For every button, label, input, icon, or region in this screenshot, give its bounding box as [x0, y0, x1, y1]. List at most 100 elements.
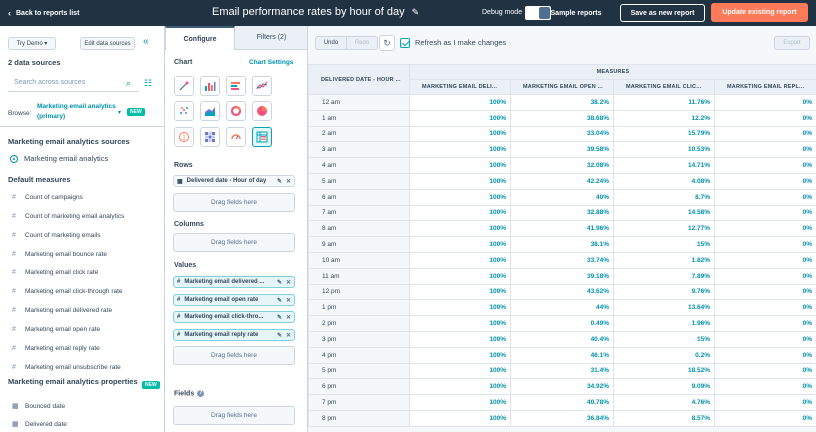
value-cell[interactable]: 100%	[409, 236, 511, 253]
donut-chart-icon[interactable]	[226, 101, 246, 121]
value-cell[interactable]: 1.96%	[613, 315, 715, 332]
value-cell[interactable]: 100%	[409, 299, 511, 317]
value-cell[interactable]: 38.2%	[510, 94, 614, 111]
value-cell[interactable]: 1.82%	[613, 251, 715, 269]
values-field-chip[interactable]: # Marketing email delivered ... ✎ ✕	[173, 276, 295, 288]
value-cell[interactable]: 34.92%	[510, 378, 614, 396]
magic-wand-chart-icon[interactable]	[174, 76, 194, 96]
measure-item[interactable]: # Marketing email unsubscribe rate	[12, 364, 121, 371]
columns-drop-zone[interactable]: Drag fields here	[173, 233, 295, 252]
value-cell[interactable]: 7.89%	[613, 267, 715, 285]
column-header[interactable]: MARKETING EMAIL REPL...	[713, 79, 816, 95]
value-cell[interactable]: 0%	[713, 188, 816, 206]
report-title[interactable]: Email performance rates by hour of day	[212, 6, 405, 18]
measure-item[interactable]: # Count of marketing emails	[12, 232, 101, 239]
value-cell[interactable]: 0%	[713, 346, 816, 364]
save-as-new-button[interactable]: Save as new report	[620, 4, 705, 22]
value-cell[interactable]: 0%	[713, 94, 816, 111]
value-cell[interactable]: 0%	[713, 330, 816, 348]
value-cell[interactable]: 36.84%	[510, 409, 614, 427]
collapse-panel-icon[interactable]: «	[143, 36, 149, 47]
value-cell[interactable]: 100%	[409, 283, 511, 301]
area-chart-icon[interactable]	[200, 101, 220, 121]
source-radio-item[interactable]: Marketing email analytics	[10, 154, 108, 163]
value-cell[interactable]: 11.76%	[613, 94, 715, 111]
value-cell[interactable]: 8.7%	[613, 188, 715, 206]
filter-settings-icon[interactable]: ☷	[144, 78, 153, 88]
value-cell[interactable]: 39.58%	[510, 141, 614, 159]
table-chart-icon[interactable]	[252, 127, 272, 147]
value-cell[interactable]: 100%	[409, 141, 511, 159]
property-item[interactable]: ▦ Delivered date	[12, 420, 67, 429]
value-cell[interactable]: 8.57%	[613, 409, 715, 427]
value-cell[interactable]: 100%	[409, 409, 511, 427]
value-cell[interactable]: 12.77%	[613, 220, 715, 238]
kpi-chart-icon[interactable]: 1	[174, 127, 194, 147]
value-cell[interactable]: 100%	[409, 267, 511, 285]
property-item[interactable]: ▦ Bounced date	[12, 402, 65, 411]
value-cell[interactable]: 100%	[409, 220, 511, 238]
value-cell[interactable]: 13.64%	[613, 299, 715, 317]
values-drop-zone[interactable]: Drag fields here	[173, 346, 295, 365]
value-cell[interactable]: 0%	[713, 125, 816, 143]
value-cell[interactable]: 14.58%	[613, 204, 715, 222]
measure-item[interactable]: # Count of marketing email analytics	[12, 213, 124, 220]
values-field-chip[interactable]: # Marketing email open rate ✎ ✕	[173, 294, 295, 306]
row-header[interactable]: DELIVERED DATE - HOUR ...	[308, 64, 410, 95]
close-icon[interactable]: ✕	[285, 332, 291, 339]
help-icon[interactable]: ?	[197, 390, 205, 397]
value-cell[interactable]: 0%	[713, 172, 816, 190]
value-cell[interactable]: 39.18%	[510, 267, 614, 285]
value-cell[interactable]: 100%	[409, 330, 511, 348]
value-cell[interactable]: 38.1%	[510, 236, 614, 253]
value-cell[interactable]: 15%	[613, 330, 715, 348]
value-cell[interactable]: 100%	[409, 157, 511, 174]
search-input[interactable]: Search across sources	[8, 76, 138, 92]
back-to-reports-link[interactable]: ‹ Back to reports list	[8, 8, 79, 18]
tab-filters[interactable]: Filters (2)	[235, 26, 307, 50]
pencil-icon[interactable]: ✎	[276, 332, 282, 339]
value-cell[interactable]: 40.4%	[510, 330, 614, 348]
value-cell[interactable]: 33.74%	[510, 251, 614, 269]
value-cell[interactable]: 42.24%	[510, 172, 614, 190]
pencil-icon[interactable]: ✎	[276, 178, 282, 185]
fields-drop-zone[interactable]: Drag fields here	[173, 406, 295, 425]
value-cell[interactable]: 100%	[409, 204, 511, 222]
value-cell[interactable]: 31.4%	[510, 362, 614, 380]
value-cell[interactable]: 32.88%	[510, 204, 614, 222]
value-cell[interactable]: 100%	[409, 251, 511, 269]
value-cell[interactable]: 100%	[409, 109, 511, 127]
value-cell[interactable]: 10.53%	[613, 141, 715, 159]
browse-source-dropdown[interactable]: Marketing email analytics (primary)	[37, 103, 116, 120]
column-header[interactable]: MARKETING EMAIL CLIC...	[613, 79, 715, 95]
value-cell[interactable]: 100%	[409, 188, 511, 206]
heatmap-chart-icon[interactable]	[200, 127, 220, 147]
value-cell[interactable]: 40.78%	[510, 394, 614, 411]
value-cell[interactable]: 14.71%	[613, 157, 715, 174]
refresh-checkbox[interactable]	[400, 38, 410, 48]
value-cell[interactable]: 0%	[713, 299, 816, 317]
measure-item[interactable]: # Count of campaigns	[12, 194, 83, 201]
value-cell[interactable]: 0.49%	[510, 315, 614, 332]
value-cell[interactable]: 0%	[713, 204, 816, 222]
refresh-icon[interactable]: ↻	[379, 35, 395, 51]
value-cell[interactable]: 32.08%	[510, 157, 614, 174]
value-cell[interactable]: 12.2%	[613, 109, 715, 127]
redo-button[interactable]: Redo	[346, 37, 377, 49]
measure-item[interactable]: # Marketing email bounce rate	[12, 251, 107, 258]
pie-chart-icon[interactable]	[252, 101, 272, 121]
value-cell[interactable]: 100%	[409, 378, 511, 396]
measure-item[interactable]: # Marketing email open rate	[12, 326, 100, 333]
column-header[interactable]: MARKETING EMAIL DELI...	[409, 79, 511, 95]
value-cell[interactable]: 18.52%	[613, 362, 715, 380]
value-cell[interactable]: 9.09%	[613, 378, 715, 396]
value-cell[interactable]: 0.2%	[613, 346, 715, 364]
debug-mode-toggle[interactable]	[525, 6, 551, 20]
horizontal-bar-chart-icon[interactable]	[226, 76, 246, 96]
rows-drop-zone[interactable]: Drag fields here	[173, 193, 295, 212]
value-cell[interactable]: 15%	[613, 236, 715, 253]
value-cell[interactable]: 33.04%	[510, 125, 614, 143]
value-cell[interactable]: 100%	[409, 362, 511, 380]
close-icon[interactable]: ✕	[285, 178, 291, 185]
values-field-chip[interactable]: # Marketing email reply rate ✎ ✕	[173, 329, 295, 341]
